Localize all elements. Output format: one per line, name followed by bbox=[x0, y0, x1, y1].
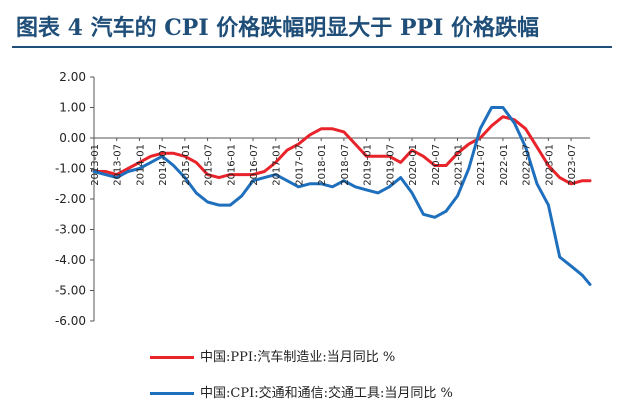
legend-swatch-cpi bbox=[150, 392, 194, 395]
x-tick-label: 2013-01 bbox=[90, 144, 101, 186]
y-tick-label: -4.00 bbox=[55, 253, 86, 267]
line-chart: 2.00 1.00 0.00 -1.00 -2.00 -3.00 -4.00 -5.00 -6.… bbox=[55, 70, 592, 328]
y-tick-label: -6.00 bbox=[55, 314, 86, 328]
x-tick-label: 2021-07 bbox=[476, 144, 487, 186]
x-tick-label: 2022-07 bbox=[522, 144, 533, 186]
title-bar: 图表 4 汽车的 CPI 价格跌幅明显大于 PPI 价格跌幅 bbox=[0, 0, 624, 48]
x-tick-label: 2014-01 bbox=[135, 144, 146, 186]
x-tick-label: 2015-01 bbox=[181, 144, 192, 186]
x-tick-label: 2014-07 bbox=[158, 144, 169, 186]
x-tick-label: 2020-01 bbox=[408, 144, 419, 186]
y-tick-label: -5.00 bbox=[55, 284, 86, 298]
x-tick-label: 2023-01 bbox=[544, 144, 555, 186]
y-tick-label: -2.00 bbox=[55, 192, 86, 206]
y-tick-label: -3.00 bbox=[55, 223, 86, 237]
x-tick-label: 2019-01 bbox=[363, 144, 374, 186]
x-tick-label: 2020-07 bbox=[431, 144, 442, 186]
y-tick-label: -1.00 bbox=[55, 162, 86, 176]
x-tick-label: 2021-01 bbox=[454, 144, 465, 186]
x-tick-label: 2018-01 bbox=[317, 144, 328, 186]
series-line-cpi bbox=[92, 106, 592, 286]
legend-label-ppi: 中国:PPI:汽车制造业:当月同比 % bbox=[200, 350, 396, 365]
x-tick-label: 2018-07 bbox=[340, 144, 351, 186]
legend-label-cpi: 中国:CPI:交通和通信:交通工具:当月同比 % bbox=[200, 386, 453, 401]
x-tick-label: 2022-01 bbox=[499, 144, 510, 186]
chart-title: 图表 4 汽车的 CPI 价格跌幅明显大于 PPI 价格跌幅 bbox=[16, 15, 539, 41]
title-underline bbox=[12, 46, 612, 48]
y-tick-label: 2.00 bbox=[59, 70, 86, 84]
x-tick-label: 2013-07 bbox=[113, 144, 124, 186]
x-tick-label: 2023-07 bbox=[567, 144, 578, 186]
legend-item-ppi: 中国:PPI:汽车制造业:当月同比 % bbox=[150, 346, 610, 368]
x-tick-label: 2019-07 bbox=[385, 144, 396, 186]
y-tick-label: 1.00 bbox=[59, 101, 86, 115]
x-tick-label: 2015-07 bbox=[204, 144, 215, 186]
x-tick-label: 2016-07 bbox=[249, 144, 260, 186]
x-tick-label: 2017-07 bbox=[295, 144, 306, 186]
x-tick-label: 2016-01 bbox=[226, 144, 237, 186]
y-tick-label: 0.00 bbox=[59, 131, 86, 145]
x-tick-label: 2017-01 bbox=[272, 144, 283, 186]
legend-swatch-ppi bbox=[150, 356, 194, 359]
legend-item-cpi: 中国:CPI:交通和通信:交通工具:当月同比 % bbox=[150, 382, 610, 404]
